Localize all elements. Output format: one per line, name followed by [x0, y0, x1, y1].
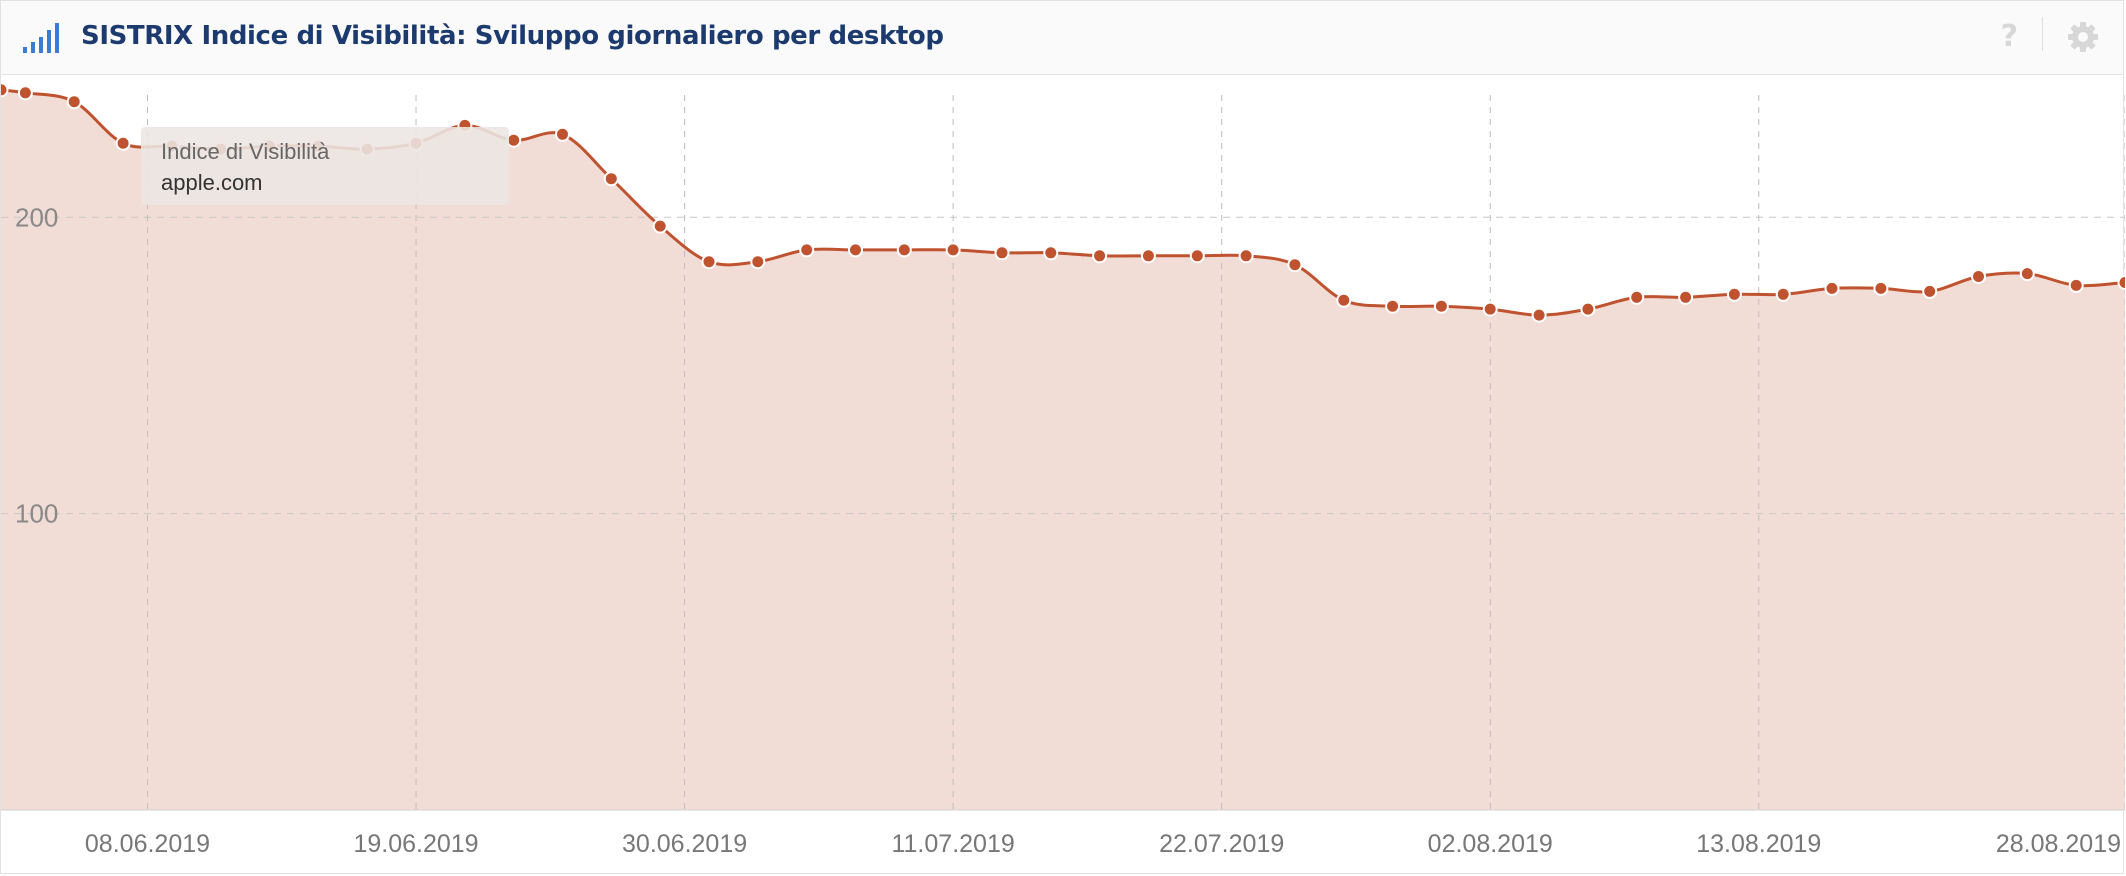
chart-tooltip: Indice di Visibilità apple.com — [141, 127, 509, 205]
data-point[interactable] — [1287, 257, 1303, 273]
data-point[interactable] — [17, 85, 33, 101]
data-point[interactable] — [115, 135, 131, 151]
x-axis-ticks: 08.06.2019 19.06.2019 30.06.2019 11.07.2019… — [85, 830, 2121, 858]
data-point[interactable] — [750, 254, 766, 270]
x-tick-label: 30.06.2019 — [622, 830, 747, 858]
data-point[interactable] — [1336, 292, 1352, 308]
page-title: SISTRIX Indice di Visibilità: Sviluppo g… — [81, 21, 944, 51]
data-point[interactable] — [1580, 301, 1596, 317]
help-icon[interactable]: ? — [2000, 19, 2018, 54]
tooltip-domain: apple.com — [161, 170, 263, 195]
widget-header: SISTRIX Indice di Visibilità: Sviluppo g… — [1, 1, 2123, 75]
gear-icon[interactable] — [2067, 21, 2099, 53]
data-point[interactable] — [2068, 277, 2084, 293]
data-point[interactable] — [701, 254, 717, 270]
data-point[interactable] — [1433, 298, 1449, 314]
signal-bars-icon — [23, 23, 59, 53]
x-tick-label: 13.08.2019 — [1696, 830, 1821, 858]
data-point[interactable] — [1043, 245, 1059, 261]
data-point[interactable] — [1971, 269, 1986, 284]
data-point[interactable] — [1385, 298, 1401, 314]
visibility-chart: 100 200 08.06.2019 19.06.2019 30.06.2019 11.… — [1, 82, 2126, 858]
data-point[interactable] — [603, 171, 619, 187]
data-point[interactable] — [799, 242, 815, 258]
data-point[interactable] — [1678, 289, 1694, 305]
data-point[interactable] — [848, 242, 863, 258]
data-point[interactable] — [1482, 301, 1498, 317]
data-point[interactable] — [1, 82, 9, 98]
x-tick-label: 11.07.2019 — [891, 830, 1014, 858]
data-point[interactable] — [994, 245, 1010, 261]
x-tick-label: 22.07.2019 — [1159, 830, 1284, 858]
data-point[interactable] — [1873, 280, 1889, 296]
data-point[interactable] — [1531, 307, 1547, 323]
data-point[interactable] — [1189, 248, 1205, 264]
data-point[interactable] — [2117, 275, 2126, 290]
y-axis-ticks: 100 200 — [15, 202, 58, 528]
x-tick-label: 19.06.2019 — [353, 830, 478, 858]
x-tick-label: 08.06.2019 — [85, 830, 210, 858]
data-point[interactable] — [1629, 289, 1645, 305]
data-point[interactable] — [555, 126, 570, 142]
data-point[interactable] — [2019, 266, 2035, 282]
chart-grid-overlay — [1, 95, 2125, 810]
data-point[interactable] — [1140, 248, 1156, 264]
data-point[interactable] — [1824, 280, 1840, 296]
data-point[interactable] — [1726, 286, 1742, 302]
data-point[interactable] — [1238, 248, 1254, 264]
data-point[interactable] — [652, 218, 668, 234]
y-tick-label: 200 — [15, 202, 58, 232]
series-area — [1, 89, 2125, 811]
x-tick-label: 02.08.2019 — [1428, 830, 1553, 858]
data-point[interactable] — [896, 242, 912, 258]
data-point[interactable] — [1775, 286, 1791, 302]
data-point[interactable] — [945, 242, 961, 258]
data-point[interactable] — [1092, 248, 1108, 264]
header-divider — [2042, 17, 2043, 51]
x-tick-label: 28.08.2019 — [1996, 830, 2121, 858]
data-point[interactable] — [1922, 283, 1938, 299]
data-point[interactable] — [66, 94, 82, 110]
tooltip-label: Indice di Visibilità — [161, 139, 330, 164]
y-tick-label: 100 — [15, 499, 58, 529]
data-point[interactable] — [506, 132, 522, 148]
